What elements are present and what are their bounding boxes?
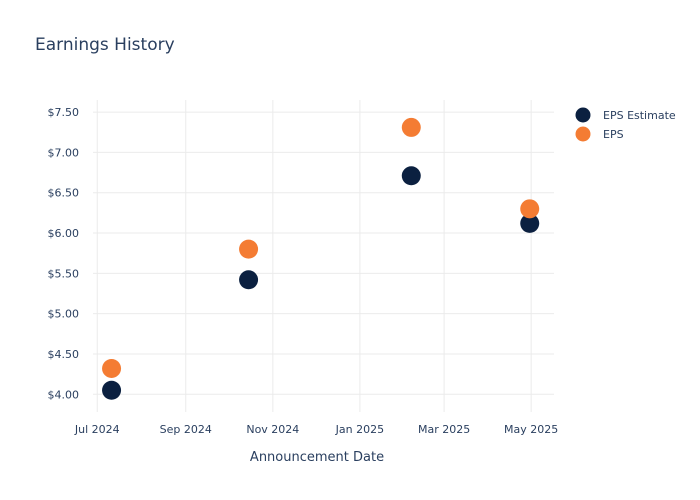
y-tick-label: $7.00 <box>48 146 80 159</box>
x-tick-label: Jul 2024 <box>74 423 120 436</box>
eps-estimate-point[interactable] <box>401 166 421 186</box>
legend-label: EPS Estimate <box>603 109 676 122</box>
series-0 <box>102 166 540 400</box>
eps-estimate-point[interactable] <box>239 270 259 290</box>
x-tick-label: Mar 2025 <box>418 423 470 436</box>
legend-label: EPS <box>603 128 624 141</box>
x-tick-label: May 2025 <box>504 423 558 436</box>
y-tick-label: $4.50 <box>48 348 80 361</box>
legend-marker <box>575 107 591 123</box>
x-axis-title: Announcement Date <box>250 450 384 465</box>
chart-title: Earnings History <box>35 35 175 55</box>
legend[interactable]: EPS Estimate EPS <box>575 107 676 142</box>
y-axis-ticks: $4.00 $4.50 $5.00 $5.50 $6.00 $6.50 $7.00 $7.50 <box>48 106 80 401</box>
eps-point[interactable] <box>102 358 122 378</box>
data-points <box>102 117 540 400</box>
y-tick-label: $6.50 <box>48 187 80 200</box>
y-tick-label: $5.00 <box>48 308 80 321</box>
eps-point[interactable] <box>401 117 421 137</box>
x-axis-ticks: Jul 2024 Sep 2024 Nov 2024 Jan 2025 Mar 2025… <box>74 423 558 436</box>
y-tick-label: $4.00 <box>48 388 80 401</box>
legend-item[interactable]: EPS Estimate <box>575 107 676 123</box>
x-tick-label: Nov 2024 <box>246 423 299 436</box>
grid <box>93 100 554 412</box>
y-tick-label: $6.00 <box>48 227 80 240</box>
legend-marker <box>575 126 591 142</box>
y-tick-label: $5.50 <box>48 267 80 280</box>
legend-item[interactable]: EPS <box>575 126 624 142</box>
y-tick-label: $7.50 <box>48 106 80 119</box>
eps-estimate-point[interactable] <box>102 380 122 400</box>
x-tick-label: Sep 2024 <box>160 423 212 436</box>
eps-point[interactable] <box>520 199 540 219</box>
series-1 <box>102 117 540 378</box>
x-tick-label: Jan 2025 <box>335 423 384 436</box>
eps-estimate-point[interactable] <box>520 213 540 233</box>
eps-point[interactable] <box>239 239 259 259</box>
